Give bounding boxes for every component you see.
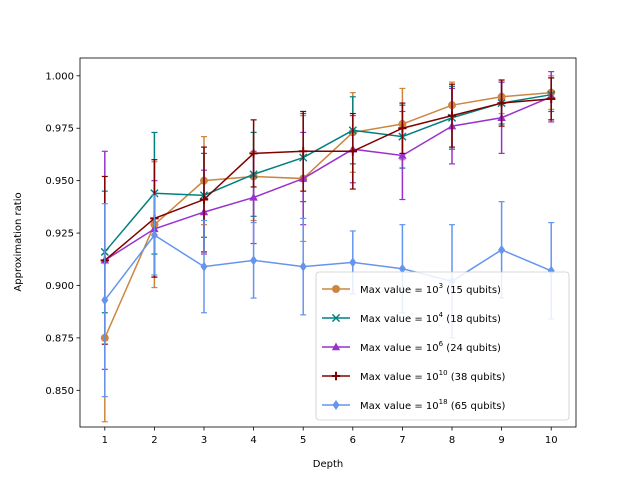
legend-label: Max value = 1010 (38 qubits) <box>360 369 505 383</box>
data-point <box>249 192 258 201</box>
y-tick-label: 0.975 <box>45 124 74 135</box>
legend-label-suffix: (15 qubits) <box>443 285 501 296</box>
x-tick-label: 10 <box>545 435 558 446</box>
series-line <box>104 91 552 339</box>
plot-area <box>100 71 556 423</box>
data-point <box>249 149 258 158</box>
data-point <box>447 111 457 120</box>
data-point <box>250 255 258 266</box>
data-point <box>349 257 357 268</box>
legend-label: Max value = 103 (15 qubits) <box>360 282 501 296</box>
legend-label: Max value = 106 (24 qubits) <box>360 340 501 354</box>
legend-label-suffix: (24 qubits) <box>443 343 501 354</box>
x-tick-label: 2 <box>151 435 157 446</box>
y-tick-label: 0.875 <box>45 333 74 344</box>
x-tick-label: 7 <box>399 435 405 446</box>
legend-label-prefix: Max value = 10 <box>360 372 439 383</box>
x-tick-label: 3 <box>201 435 207 446</box>
legend-label-exponent: 4 <box>439 311 444 319</box>
y-tick-label: 0.850 <box>45 386 74 397</box>
y-tick-label: 1.000 <box>45 71 74 82</box>
legend-entry-3: Max value = 106 (24 qubits) <box>322 340 501 354</box>
legend-label: Max value = 1018 (65 qubits) <box>360 398 505 412</box>
legend-label-suffix: (38 qubits) <box>448 372 506 383</box>
x-axis-label: Depth <box>313 459 343 470</box>
legend-entry-1: Max value = 103 (15 qubits) <box>322 282 501 296</box>
y-tick-label: 0.950 <box>45 176 74 187</box>
legend-label-exponent: 6 <box>439 340 444 348</box>
legend-box <box>315 271 570 421</box>
y-axis-label: Approximation ratio <box>13 192 24 291</box>
data-point <box>398 124 407 133</box>
legend-entry-2: Max value = 104 (18 qubits) <box>322 311 501 325</box>
data-point <box>101 295 109 306</box>
legend-marker <box>331 313 341 323</box>
legend-label-exponent: 3 <box>439 282 443 290</box>
legend-entry-5: Max value = 1018 (65 qubits) <box>322 398 505 412</box>
legend-label-suffix: (18 qubits) <box>443 314 501 325</box>
x-tick-label: 6 <box>350 435 356 446</box>
series-line <box>104 98 552 261</box>
data-point <box>498 244 506 255</box>
x-tick-label: 5 <box>300 435 306 446</box>
series-line <box>104 96 552 261</box>
legend-marker <box>331 342 341 351</box>
data-point <box>497 98 506 108</box>
data-point <box>299 147 308 156</box>
legend-label-prefix: Max value = 10 <box>360 285 439 296</box>
legend-label-exponent: 18 <box>439 398 448 406</box>
axes-frame <box>79 57 577 428</box>
data-point <box>299 261 307 272</box>
data-point <box>398 263 406 274</box>
legend-label: Max value = 104 (18 qubits) <box>360 311 501 325</box>
series-line <box>104 93 552 253</box>
x-tick-label: 8 <box>449 435 455 446</box>
x-tick-label: 9 <box>498 435 504 446</box>
legend-label-suffix: (65 qubits) <box>448 401 506 412</box>
legend-marker <box>331 371 341 381</box>
x-tick-label: 4 <box>250 435 256 446</box>
legend-label-exponent: 10 <box>439 369 448 377</box>
legend-label-prefix: Max value = 10 <box>360 343 439 354</box>
legend-entry-4: Max value = 1010 (38 qubits) <box>322 369 505 383</box>
data-point <box>398 150 407 159</box>
y-tick-label: 0.925 <box>45 229 74 240</box>
legend: Max value = 103 (15 qubits)Max value = 1… <box>315 271 570 421</box>
data-point <box>547 94 556 104</box>
legend-label-prefix: Max value = 10 <box>360 314 439 325</box>
legend-label-prefix: Max value = 10 <box>360 401 439 412</box>
data-point <box>199 195 209 204</box>
x-tick-label: 1 <box>102 435 108 446</box>
legend-marker <box>332 285 340 293</box>
axis-ticks: 1 2 3 4 5 6 7 8 9 10 0.850 0.875 0.900 0.925 0.950 0.97… <box>45 71 557 446</box>
legend-marker <box>332 400 340 410</box>
series-line <box>104 234 552 301</box>
data-point <box>200 261 208 272</box>
y-tick-label: 0.900 <box>45 281 74 292</box>
data-point <box>348 147 357 156</box>
data-point <box>150 230 158 241</box>
